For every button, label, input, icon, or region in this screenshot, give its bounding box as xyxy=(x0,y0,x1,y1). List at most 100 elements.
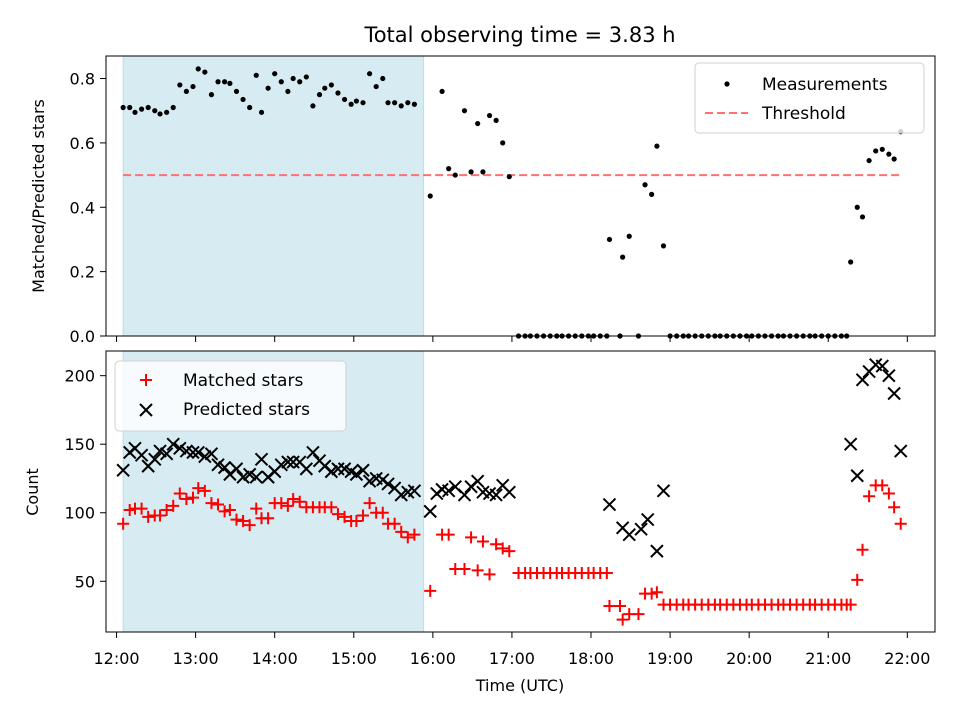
matched-star-point xyxy=(408,528,421,541)
matched-star-point xyxy=(395,525,408,538)
measurement-point xyxy=(620,254,626,260)
measurement-point xyxy=(195,66,201,72)
matched-star-point xyxy=(350,514,363,527)
predicted-star-point xyxy=(650,544,664,558)
predicted-star-point xyxy=(281,455,295,469)
predicted-star-point xyxy=(894,444,908,458)
measurement-point xyxy=(152,108,158,114)
y-tick-label: 50 xyxy=(75,572,95,591)
matched-star-point xyxy=(476,535,489,548)
predicted-star-point xyxy=(887,386,901,401)
measurement-point xyxy=(215,79,221,85)
matched-star-point xyxy=(600,567,613,580)
matched-star-point xyxy=(192,482,205,495)
matched-star-point xyxy=(173,487,186,500)
legend-matched-label: Matched stars xyxy=(183,371,303,391)
matched-star-point xyxy=(212,498,225,511)
top-y-axis-ticks: 0.0 0.2 0.4 0.6 0.8 xyxy=(70,70,106,346)
measurement-point xyxy=(398,103,404,109)
x-tick-label: 17:00 xyxy=(489,649,535,668)
measurement-point xyxy=(506,174,512,180)
predicted-star-point xyxy=(502,485,517,499)
predicted-stars-points xyxy=(116,357,908,558)
measurement-point xyxy=(253,72,259,78)
matched-star-point xyxy=(844,598,857,611)
matched-star-point xyxy=(882,487,895,500)
legend-predicted-marker xyxy=(139,403,153,417)
matched-star-point xyxy=(218,505,231,518)
predicted-star-point xyxy=(166,437,180,451)
predicted-star-point xyxy=(407,484,422,498)
measurement-point xyxy=(120,104,126,111)
predicted-star-point xyxy=(186,445,200,460)
predicted-star-point xyxy=(148,452,162,466)
x-tick-label: 22:00 xyxy=(884,649,930,668)
measurement-point xyxy=(439,88,445,95)
x-tick-label: 19:00 xyxy=(647,649,693,668)
measurement-point xyxy=(290,75,296,82)
predicted-star-point xyxy=(249,470,263,484)
legend-threshold-label: Threshold xyxy=(761,104,846,124)
measurement-point xyxy=(222,79,228,85)
predicted-star-point xyxy=(204,447,219,461)
matched-star-point xyxy=(863,490,876,503)
bottom-plot-frame xyxy=(105,350,936,633)
matched-stars-points xyxy=(117,479,907,626)
measurement-point xyxy=(233,88,240,95)
measurement-point xyxy=(240,96,246,103)
measurement-point xyxy=(348,101,354,107)
matched-star-point xyxy=(160,504,173,517)
y-tick-label: 150 xyxy=(64,435,95,454)
measurement-point xyxy=(486,112,493,119)
bottom-y-axis-label: Count xyxy=(23,468,42,516)
predicted-star-point xyxy=(134,448,149,462)
measurement-point xyxy=(854,204,860,210)
predicted-star-point xyxy=(381,477,395,491)
predicted-star-point xyxy=(634,522,648,536)
matched-star-point xyxy=(471,564,484,577)
top-x-axis-ticks xyxy=(116,336,908,342)
top-y-axis-label: Matched/Predicted stars xyxy=(29,99,48,293)
x-tick-label: 16:00 xyxy=(410,649,456,668)
predicted-star-point xyxy=(850,469,864,483)
measurement-point xyxy=(411,101,418,107)
matched-star-point xyxy=(632,608,645,621)
matched-star-point xyxy=(243,519,256,532)
matched-star-point xyxy=(237,514,250,527)
measurement-point xyxy=(848,259,854,265)
measurement-point xyxy=(891,156,897,162)
matched-star-point xyxy=(645,587,658,600)
measurement-point xyxy=(190,83,196,90)
matched-star-point xyxy=(490,538,503,551)
x-tick-label: 14:00 xyxy=(252,649,298,668)
measurement-point xyxy=(353,98,360,104)
bottom-legend-box xyxy=(114,360,347,432)
x-tick-label: 15:00 xyxy=(331,649,377,668)
measurement-point xyxy=(316,92,323,98)
y-tick-label: 200 xyxy=(64,367,95,386)
measurement-point xyxy=(247,104,253,111)
measurement-point xyxy=(660,243,667,249)
predicted-star-point xyxy=(349,467,364,482)
matched-star-point xyxy=(117,517,130,530)
legend-matched-marker xyxy=(140,374,152,386)
matched-star-point xyxy=(135,502,148,515)
measurement-point xyxy=(493,117,499,123)
matched-star-point xyxy=(376,506,389,519)
matched-star-point xyxy=(331,508,344,521)
measurement-point xyxy=(341,96,348,103)
x-tick-label: 20:00 xyxy=(726,649,772,668)
measurement-point xyxy=(452,172,458,178)
predicted-star-point xyxy=(441,484,456,498)
predicted-star-point xyxy=(602,497,617,512)
predicted-star-point xyxy=(882,368,896,383)
legend-predicted-label: Predicted stars xyxy=(183,400,310,420)
matched-star-point xyxy=(894,517,907,530)
matched-star-point xyxy=(338,510,351,523)
measurement-point xyxy=(164,109,170,115)
measurement-point xyxy=(328,82,334,88)
predicted-star-point xyxy=(457,488,472,502)
top-panel: 0.0 0.2 0.4 0.6 0.8 Total observing time = 3… xyxy=(29,23,936,346)
measurement-point xyxy=(859,214,866,220)
matched-star-point xyxy=(293,495,306,508)
